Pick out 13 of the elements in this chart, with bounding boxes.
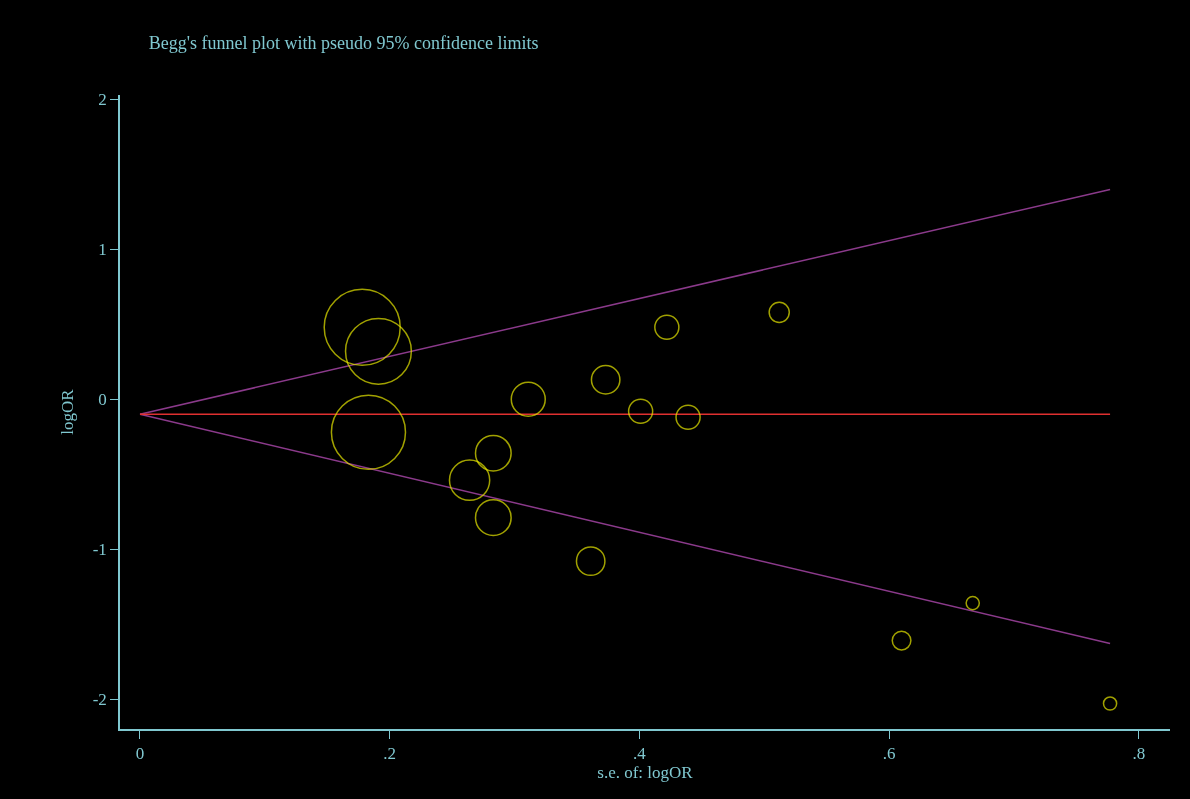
y-tick-label: 1 — [98, 240, 107, 260]
x-tick-label: .4 — [633, 744, 647, 764]
x-tick-label: .2 — [383, 744, 397, 764]
x-tick-label: 0 — [135, 744, 145, 764]
y-tick-label: -2 — [92, 689, 107, 709]
y-tick-label: -1 — [92, 540, 107, 560]
y-tick-label: 0 — [98, 390, 107, 410]
x-tick-label: .8 — [1132, 744, 1146, 764]
y-tick-label: 2 — [98, 90, 107, 110]
y-axis-title: logOR — [57, 388, 77, 435]
x-axis-title: s.e. of: logOR — [597, 763, 694, 783]
chart-title: Begg's funnel plot with pseudo 95% confidence limits — [148, 32, 539, 53]
x-tick-label: .6 — [882, 744, 896, 764]
